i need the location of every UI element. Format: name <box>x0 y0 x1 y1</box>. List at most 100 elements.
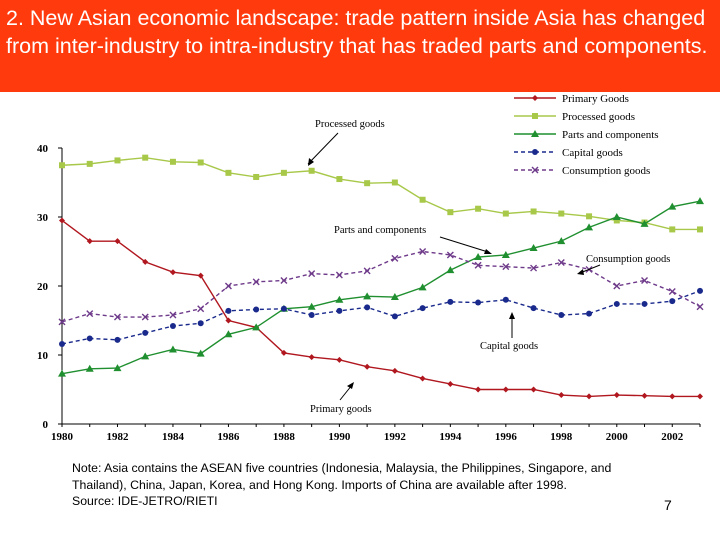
legend-label: Consumption goods <box>562 165 650 177</box>
data-point-primary-goods <box>142 258 149 265</box>
processed-goods-arrowhead <box>308 158 314 166</box>
data-point-capital-goods <box>197 320 204 327</box>
data-point-primary-goods <box>586 393 593 400</box>
footnote-note: Note: Asia contains the ASEAN five count… <box>72 461 612 492</box>
data-point-primary-goods <box>447 380 454 387</box>
data-point-capital-goods <box>280 305 287 312</box>
legend-item: Primary Goods <box>514 93 629 105</box>
data-point-capital-goods <box>419 305 426 312</box>
data-point-parts-and-components <box>474 253 483 261</box>
annotation-label: Processed goods <box>315 119 385 130</box>
legend-label: Parts and components <box>562 129 659 141</box>
data-point-processed-goods <box>225 169 232 176</box>
data-point-processed-goods <box>530 208 537 215</box>
data-point-capital-goods <box>253 306 260 313</box>
data-point-primary-goods <box>475 386 482 393</box>
annotation-label: Capital goods <box>480 341 538 352</box>
y-tick-label: 20 <box>37 281 49 293</box>
y-tick-label: 30 <box>37 212 49 224</box>
data-point-parts-and-components <box>58 369 66 377</box>
legend-item: Capital goods <box>514 147 623 159</box>
data-point-capital-goods <box>669 298 676 305</box>
data-point-consumption-goods <box>252 278 260 286</box>
data-point-consumption-goods <box>113 313 121 321</box>
data-point-consumption-goods <box>363 267 371 275</box>
legend-label: Capital goods <box>562 147 623 159</box>
y-tick-label: 10 <box>37 350 49 362</box>
data-point-parts-and-components <box>612 213 621 220</box>
data-point-processed-goods <box>336 176 343 183</box>
legend-marker <box>531 130 539 137</box>
data-point-consumption-goods <box>530 264 538 272</box>
data-point-parts-and-components <box>390 293 399 301</box>
title-banner: 2. New Asian economic landscape: trade p… <box>0 0 720 92</box>
data-point-parts-and-components <box>418 283 427 291</box>
data-point-primary-goods <box>364 363 371 370</box>
data-point-consumption-goods <box>391 254 399 262</box>
data-point-primary-goods <box>336 356 343 363</box>
data-point-parts-and-components <box>141 352 150 360</box>
data-point-primary-goods <box>530 386 537 393</box>
data-point-primary-goods <box>641 392 648 399</box>
data-point-consumption-goods <box>474 261 482 269</box>
x-tick-label: 1996 <box>495 431 518 443</box>
x-tick-label: 1980 <box>51 431 74 443</box>
x-tick-label: 1988 <box>273 431 296 443</box>
data-point-capital-goods <box>613 300 620 307</box>
data-point-consumption-goods <box>280 276 288 284</box>
series-layer <box>58 154 704 400</box>
data-point-parts-and-components <box>446 266 455 274</box>
legend-marker <box>532 113 538 119</box>
series-line-capital-goods <box>61 290 701 345</box>
data-point-parts-and-components <box>168 345 177 353</box>
legend-label: Processed goods <box>562 111 635 123</box>
capital-goods-arrowhead <box>509 312 515 319</box>
legend-label: Primary Goods <box>562 93 629 105</box>
data-point-parts-and-components <box>224 330 233 338</box>
consumption-goods-arrowhead <box>577 269 584 275</box>
data-point-processed-goods <box>59 162 65 169</box>
legend: Primary Goods Processed goods Parts and co… <box>510 88 705 178</box>
series-line-processed-goods <box>61 156 700 231</box>
data-point-processed-goods <box>586 213 593 220</box>
legend-item: Processed goods <box>514 111 635 123</box>
data-point-capital-goods <box>114 336 121 343</box>
data-point-primary-goods <box>613 392 620 399</box>
series-line-consumption-goods <box>61 250 701 323</box>
data-point-capital-goods <box>475 299 482 306</box>
data-point-consumption-goods <box>224 282 232 290</box>
data-point-capital-goods <box>447 298 454 305</box>
data-point-parts-and-components <box>307 302 316 310</box>
data-point-processed-goods <box>419 196 426 203</box>
data-point-primary-goods <box>169 269 176 276</box>
y-tick-label: 0 <box>43 419 49 431</box>
data-point-processed-goods <box>253 173 260 180</box>
data-point-capital-goods <box>169 323 176 330</box>
data-point-processed-goods <box>502 210 509 217</box>
data-point-parts-and-components <box>529 244 538 252</box>
data-point-primary-goods <box>419 375 426 382</box>
data-point-primary-goods <box>308 354 315 361</box>
data-point-capital-goods <box>641 300 648 307</box>
data-point-primary-goods <box>697 393 703 400</box>
series-processed-goods <box>59 154 703 233</box>
data-point-capital-goods <box>558 311 565 318</box>
parts-components-arrowhead <box>484 249 492 254</box>
data-point-consumption-goods <box>58 318 66 326</box>
data-point-parts-and-components <box>501 250 510 258</box>
data-point-consumption-goods <box>557 259 565 267</box>
data-point-parts-and-components <box>557 237 566 245</box>
data-point-primary-goods <box>502 386 509 393</box>
data-point-consumption-goods <box>641 276 649 284</box>
footnote-source: Source: IDE-JETRO/RIETI <box>72 494 218 508</box>
data-point-consumption-goods <box>419 248 427 255</box>
data-point-parts-and-components <box>196 349 205 357</box>
data-point-primary-goods <box>280 349 287 356</box>
page-number: 7 <box>664 497 672 513</box>
x-tick-label: 1986 <box>217 431 240 443</box>
data-point-processed-goods <box>308 167 315 174</box>
x-tick-labels: 1980 1982 1984 1986 1988 1990 1992 1994 1996 1998… <box>51 424 701 443</box>
legend-box <box>510 88 705 178</box>
x-tick-label: 1990 <box>328 431 351 443</box>
